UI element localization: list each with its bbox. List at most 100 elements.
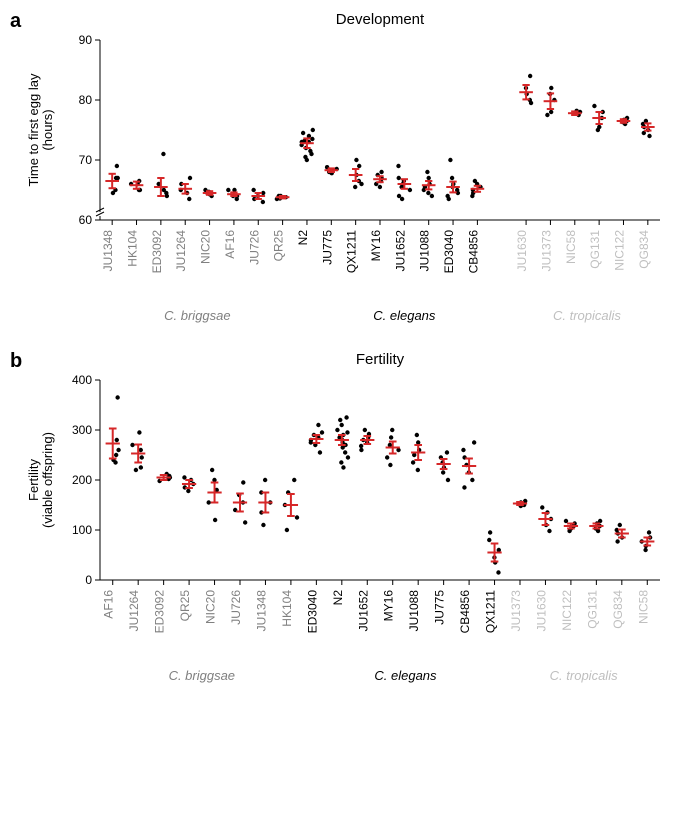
data-point — [235, 197, 239, 201]
data-point — [540, 505, 544, 509]
x-tick-label: HK104 — [126, 230, 140, 267]
panel-a-label: a — [10, 10, 21, 33]
x-tick-label: QG131 — [585, 590, 599, 629]
data-point — [292, 478, 296, 482]
data-point — [139, 465, 143, 469]
data-point — [647, 530, 651, 534]
data-point — [487, 538, 491, 542]
panel-a: a Development60708090Time to first egg l… — [10, 10, 685, 330]
data-point — [389, 435, 393, 439]
data-point — [445, 450, 449, 454]
data-point — [385, 455, 389, 459]
data-point — [354, 158, 358, 162]
svg-text:100: 100 — [72, 523, 92, 537]
x-tick-label: QG131 — [588, 230, 602, 269]
group-label: C. briggsae — [164, 308, 230, 323]
x-tick-label: AF16 — [223, 230, 237, 259]
data-point — [448, 158, 452, 162]
data-point — [139, 448, 143, 452]
data-point — [647, 134, 651, 138]
y-axis-title: Fertility(viable offspring) — [26, 432, 55, 528]
svg-text:400: 400 — [72, 373, 92, 387]
data-point — [346, 455, 350, 459]
data-point — [335, 428, 339, 432]
x-tick-label: JU1264 — [127, 590, 141, 632]
chart-title: Development — [336, 11, 425, 28]
x-tick-label: JU1088 — [407, 590, 421, 632]
data-point — [446, 478, 450, 482]
data-point — [114, 453, 118, 457]
chart-fertility: Fertility0100200300400Fertility(viable o… — [10, 350, 680, 690]
x-tick-label: JU1373 — [509, 590, 523, 632]
data-point — [320, 430, 324, 434]
data-point — [226, 188, 230, 192]
group-label: C. briggsae — [169, 668, 235, 683]
data-point — [339, 460, 343, 464]
x-tick-label: QG834 — [611, 590, 625, 629]
x-tick-label: JU1652 — [393, 230, 407, 272]
data-point — [359, 448, 363, 452]
data-point — [140, 455, 144, 459]
data-point — [318, 450, 322, 454]
data-point — [353, 185, 357, 189]
data-point — [545, 113, 549, 117]
x-tick-label: QR25 — [272, 230, 286, 262]
data-point — [263, 478, 267, 482]
x-tick-label: MY16 — [369, 230, 383, 262]
x-tick-label: NIC122 — [612, 230, 626, 271]
x-tick-label: ED3040 — [442, 230, 456, 274]
panel-b-label: b — [10, 350, 22, 373]
x-tick-label: AF16 — [102, 590, 116, 619]
data-point — [311, 128, 315, 132]
data-point — [549, 110, 553, 114]
x-tick-label: JU726 — [229, 590, 243, 625]
data-point — [549, 86, 553, 90]
x-tick-label: ED3092 — [153, 590, 167, 634]
data-point — [430, 194, 434, 198]
x-tick-label: CB4856 — [458, 590, 472, 634]
svg-text:300: 300 — [72, 423, 92, 437]
data-point — [309, 152, 313, 156]
data-point — [400, 197, 404, 201]
x-tick-label: NIC20 — [199, 230, 213, 264]
x-tick-label: CB4856 — [466, 230, 480, 274]
x-tick-label: JU1630 — [515, 230, 529, 272]
data-point — [416, 468, 420, 472]
data-point — [470, 478, 474, 482]
x-tick-label: JU1373 — [539, 230, 553, 272]
data-point — [643, 548, 647, 552]
data-point — [470, 194, 474, 198]
data-point — [529, 101, 533, 105]
data-point — [113, 460, 117, 464]
data-point — [187, 197, 191, 201]
data-point — [396, 164, 400, 168]
data-point — [243, 520, 247, 524]
data-point — [462, 485, 466, 489]
x-tick-label: ED3092 — [150, 230, 164, 274]
data-point — [615, 539, 619, 543]
data-point — [186, 489, 190, 493]
data-point — [397, 176, 401, 180]
data-point — [116, 448, 120, 452]
data-point — [359, 444, 363, 448]
data-point — [210, 468, 214, 472]
data-point — [130, 443, 134, 447]
x-tick-label: JU1348 — [101, 230, 115, 272]
data-point — [309, 440, 313, 444]
x-tick-label: QX1211 — [484, 590, 498, 633]
data-point — [528, 74, 532, 78]
panel-b: b Fertility0100200300400Fertility(viable… — [10, 350, 685, 690]
data-point — [301, 131, 305, 135]
data-point — [305, 158, 309, 162]
data-point — [165, 194, 169, 198]
data-point — [415, 433, 419, 437]
svg-text:90: 90 — [79, 33, 93, 47]
data-point — [359, 182, 363, 186]
x-tick-label: QR25 — [178, 590, 192, 622]
group-label: C. elegans — [373, 308, 436, 323]
data-point — [379, 170, 383, 174]
data-point — [115, 438, 119, 442]
group-label: C. tropicalis — [550, 668, 618, 683]
data-point — [285, 528, 289, 532]
data-point — [241, 480, 245, 484]
